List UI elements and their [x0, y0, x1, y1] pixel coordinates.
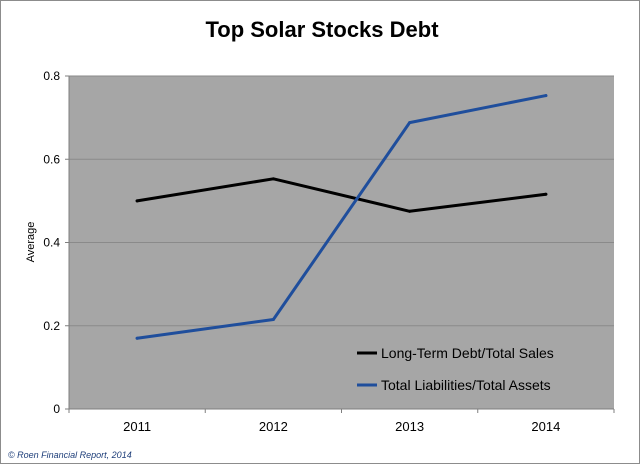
- x-tick-label-3: 2014: [531, 419, 560, 434]
- y-axis-title: Average: [25, 222, 37, 263]
- series-0-point-0: [135, 199, 139, 203]
- x-tick-label-1: 2012: [259, 419, 288, 434]
- series-1-point-0: [135, 336, 139, 340]
- series-1-point-3: [544, 94, 548, 98]
- series-1-point-2: [408, 121, 412, 125]
- gridlines: [69, 75, 614, 327]
- series-lines: [135, 94, 548, 340]
- legend-label-0: Long-Term Debt/Total Sales: [381, 345, 554, 361]
- x-tick-label-0: 2011: [123, 419, 151, 434]
- series-0-point-1: [271, 177, 275, 181]
- copyright-note: © Roen Financial Report, 2014: [8, 450, 132, 460]
- series-line-0: [135, 177, 548, 213]
- series-0-point-2: [408, 209, 412, 213]
- series-1-point-1: [271, 318, 275, 322]
- y-tick-label-0: 0: [53, 402, 60, 416]
- y-axis-ticks: 0 0.2 0.4 0.6 0.8: [43, 69, 69, 416]
- chart-title: Top Solar Stocks Debt: [205, 17, 439, 42]
- y-tick-label-3: 0.6: [43, 152, 60, 166]
- y-tick-label-4: 0.8: [43, 69, 60, 83]
- legend: Long-Term Debt/Total Sales Total Liabilit…: [357, 345, 554, 393]
- x-tick-label-2: 2013: [395, 419, 424, 434]
- legend-label-1: Total Liabilities/Total Assets: [381, 377, 551, 393]
- y-tick-label-1: 0.2: [43, 319, 60, 333]
- x-axis-ticks: 2011 2012 2013 2014: [68, 409, 615, 434]
- series-line-1: [135, 94, 548, 340]
- series-0-point-3: [544, 192, 548, 196]
- y-tick-label-2: 0.4: [43, 236, 60, 250]
